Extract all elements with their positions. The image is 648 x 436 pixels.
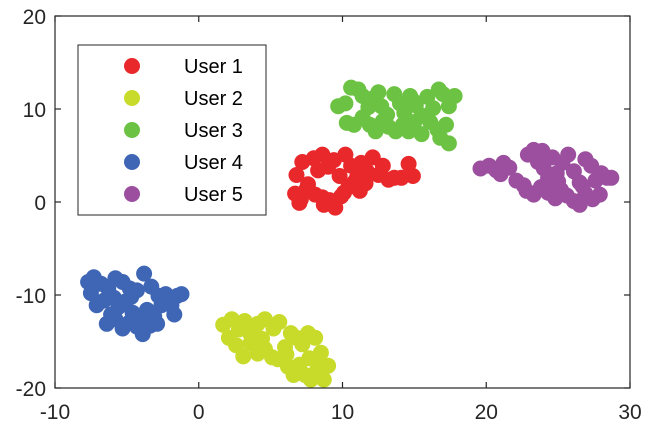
y-tick-label: -20 (16, 378, 46, 401)
legend-marker (124, 58, 140, 74)
data-point (271, 314, 288, 330)
x-tick-label: -10 (40, 401, 70, 424)
data-point (560, 146, 577, 163)
legend-label: User 5 (184, 184, 243, 206)
data-point (136, 265, 153, 282)
data-point (550, 173, 567, 190)
data-point (534, 142, 551, 159)
y-tick-label: 20 (23, 6, 46, 29)
data-point (291, 194, 308, 211)
data-point (315, 196, 332, 213)
series-user-5 (472, 141, 620, 213)
data-point (331, 168, 348, 184)
data-point (166, 306, 183, 323)
data-point (603, 169, 620, 186)
data-point (123, 288, 140, 305)
series-user-2 (215, 311, 337, 388)
x-tick-label: 10 (331, 401, 354, 424)
x-tick-label: 30 (618, 401, 641, 424)
data-point (370, 84, 387, 101)
data-point (438, 116, 454, 133)
legend-marker (124, 186, 140, 202)
series-user-4 (80, 265, 190, 343)
data-point (311, 353, 328, 369)
legend-marker (124, 122, 140, 138)
data-point (404, 92, 421, 109)
data-point (278, 346, 295, 363)
y-tick-label: 10 (23, 99, 46, 122)
legend-label: User 3 (184, 120, 243, 142)
legend-label: User 1 (184, 56, 243, 78)
data-point (374, 157, 391, 174)
series-user-1 (287, 146, 421, 216)
legend-label: User 2 (184, 88, 243, 110)
data-point (153, 297, 170, 314)
data-points-layer (80, 79, 620, 388)
x-tick-label: 0 (193, 401, 205, 424)
data-point (288, 167, 305, 183)
legend-marker (124, 90, 140, 106)
y-tick-label: -10 (16, 285, 46, 308)
data-point (254, 330, 270, 347)
data-point (357, 175, 374, 192)
x-tick-label: 20 (475, 401, 498, 424)
legend-marker (124, 154, 140, 170)
legend-label: User 4 (184, 152, 243, 174)
data-point (400, 155, 417, 172)
data-point (492, 166, 509, 183)
series-user-3 (330, 79, 463, 152)
data-point (173, 286, 190, 303)
data-point (105, 289, 122, 306)
legend-box (77, 44, 267, 216)
data-point (574, 178, 591, 195)
data-point (404, 168, 421, 184)
data-point (236, 313, 253, 329)
data-point (396, 104, 413, 121)
data-point (307, 329, 324, 346)
data-point (446, 88, 463, 104)
data-point (149, 315, 166, 332)
data-point (235, 348, 252, 365)
data-point (406, 114, 423, 130)
data-point (315, 371, 332, 388)
legend-entry-user-3: User 3 (124, 120, 243, 142)
data-point (337, 95, 354, 112)
legend-entry-user-4: User 4 (124, 152, 243, 174)
legend-entry-user-2: User 2 (124, 88, 243, 110)
data-point (335, 184, 352, 201)
data-point (82, 285, 99, 302)
data-point (425, 100, 442, 117)
data-point (591, 186, 608, 203)
legend-entry-user-1: User 1 (124, 56, 243, 78)
data-point (432, 129, 449, 146)
data-point (413, 126, 430, 143)
legend: User 1 User 2 User 3 User 4 User 5 (77, 44, 267, 216)
y-tick-label: 0 (34, 192, 46, 215)
legend-entry-user-5: User 5 (124, 184, 243, 206)
